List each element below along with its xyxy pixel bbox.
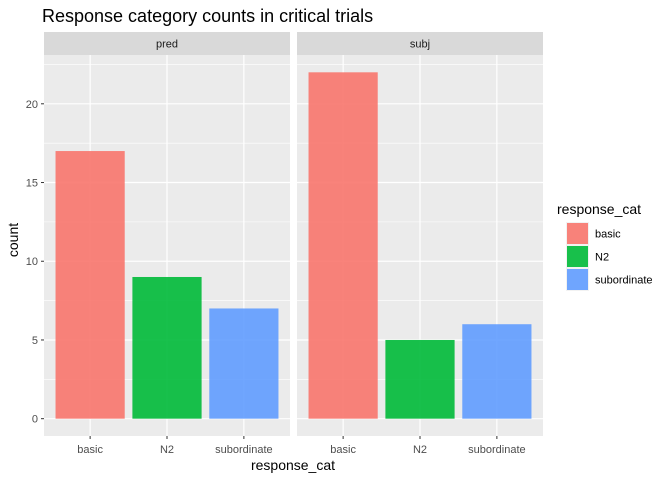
bar-subj-N2: [385, 339, 455, 419]
bar-subj-basic: [308, 72, 378, 419]
y-tick-label: 10: [26, 256, 38, 268]
legend-key-subordinate: [567, 269, 588, 290]
y-axis-title: count: [5, 223, 21, 257]
legend-label-N2: N2: [595, 252, 609, 264]
y-tick-label: 15: [26, 178, 38, 190]
legend-label-subordinate: subordinate: [595, 275, 653, 287]
x-tick-label: subordinate: [215, 444, 273, 456]
legend-key-N2: [567, 246, 588, 267]
legend: response_cat basic N2 subordinate: [557, 201, 653, 291]
legend-label-basic: basic: [595, 229, 621, 241]
y-axis: 0 5 10 15 20: [26, 99, 44, 426]
facet-strip-label: pred: [156, 39, 178, 51]
facet-strip-label: subj: [410, 39, 430, 51]
facet-strip: [297, 32, 543, 55]
facet-strip: [44, 32, 290, 55]
chart-title: Response category counts in critical tri…: [42, 6, 373, 26]
x-tick-label: basic: [77, 444, 103, 456]
y-tick-label: 0: [32, 414, 38, 426]
x-axis-title: response_cat: [251, 457, 335, 473]
bar-pred-subordinate: [209, 308, 279, 419]
bar-pred-N2: [132, 276, 202, 419]
facet-panel-subj: subj basic N2 subordinate: [297, 32, 543, 456]
legend-key-basic: [567, 223, 588, 244]
legend-title: response_cat: [557, 201, 641, 217]
bar-pred-basic: [55, 151, 125, 419]
bar-subj-subordinate: [462, 324, 532, 419]
x-tick-label: subordinate: [468, 444, 526, 456]
x-tick-label: N2: [413, 444, 427, 456]
x-tick-label: N2: [160, 444, 174, 456]
facet-panels: pred basic N2 subordinate subj basic N2 subordi…: [44, 32, 543, 456]
facet-panel-pred: pred basic N2 subordinate: [44, 32, 290, 456]
x-tick-label: basic: [330, 444, 356, 456]
y-tick-label: 20: [26, 99, 38, 111]
y-tick-label: 5: [32, 335, 38, 347]
